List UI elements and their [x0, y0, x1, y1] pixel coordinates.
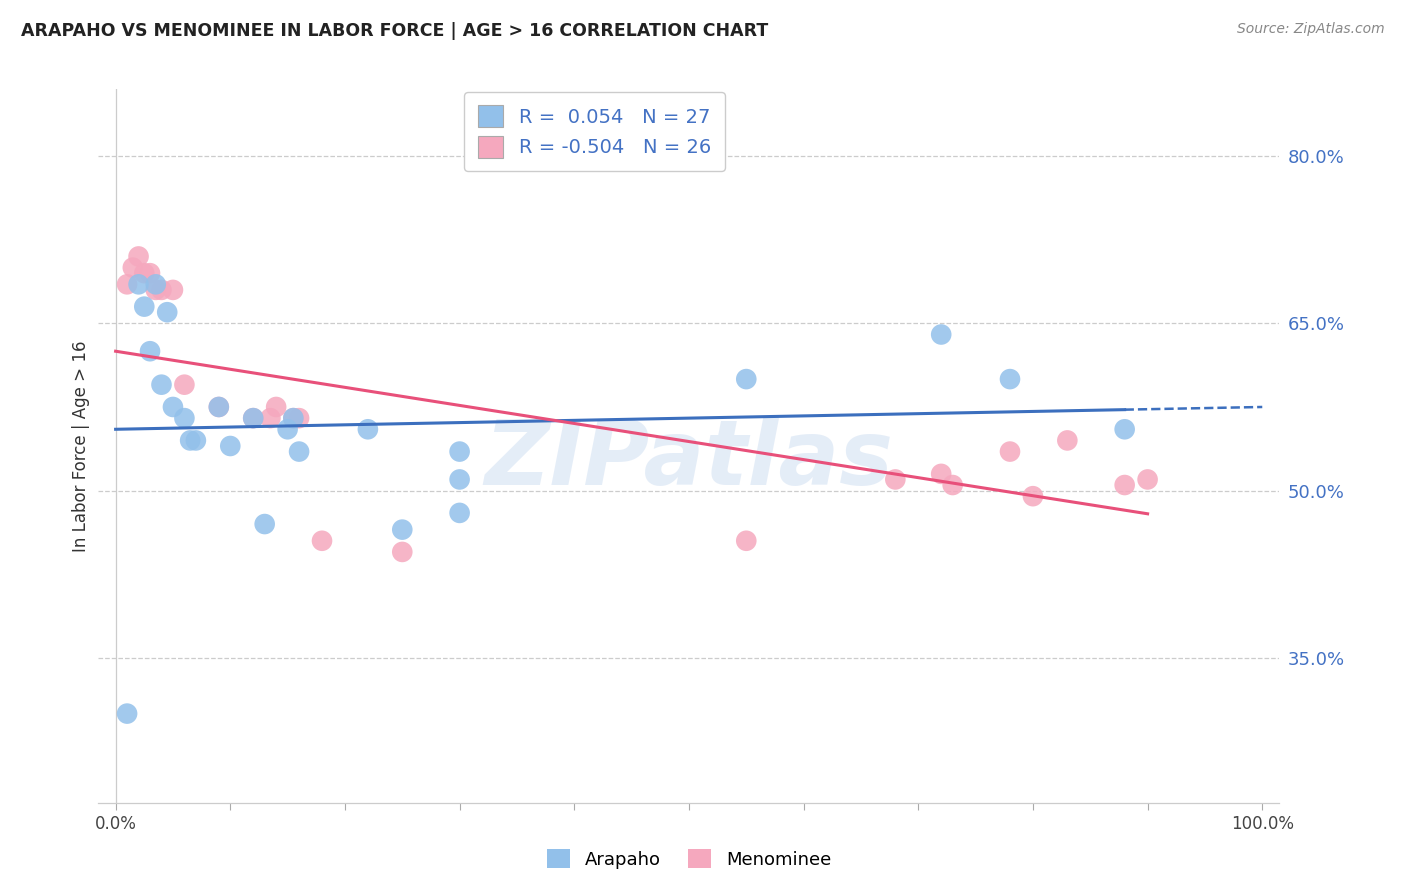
Point [242, 411, 264, 425]
Point [449, 444, 471, 458]
Y-axis label: In Labor Force | Age > 16: In Labor Force | Age > 16 [72, 340, 90, 552]
Point [145, 277, 167, 292]
Point [449, 506, 471, 520]
Point [391, 545, 413, 559]
Point [735, 372, 758, 386]
Point [115, 706, 138, 721]
Point [139, 266, 162, 280]
Point [357, 422, 380, 436]
Point [1114, 422, 1136, 436]
Point [134, 266, 156, 280]
Point [1136, 473, 1159, 487]
Point [128, 250, 150, 264]
Text: ZIPatlas: ZIPatlas [485, 417, 893, 504]
Point [150, 377, 173, 392]
Point [121, 260, 143, 275]
Point [998, 444, 1021, 458]
Text: ARAPAHO VS MENOMINEE IN LABOR FORCE | AGE > 16 CORRELATION CHART: ARAPAHO VS MENOMINEE IN LABOR FORCE | AG… [21, 22, 768, 40]
Point [219, 439, 242, 453]
Point [208, 400, 231, 414]
Point [288, 444, 311, 458]
Legend: Arapaho, Menominee: Arapaho, Menominee [540, 841, 838, 876]
Point [264, 400, 287, 414]
Point [449, 473, 471, 487]
Point [162, 400, 184, 414]
Point [128, 277, 150, 292]
Point [735, 533, 758, 548]
Point [311, 533, 333, 548]
Point [150, 283, 173, 297]
Point [998, 372, 1021, 386]
Point [259, 411, 281, 425]
Text: Source: ZipAtlas.com: Source: ZipAtlas.com [1237, 22, 1385, 37]
Point [929, 327, 952, 342]
Point [162, 283, 184, 297]
Point [139, 344, 162, 359]
Point [173, 411, 195, 425]
Point [288, 411, 311, 425]
Point [1114, 478, 1136, 492]
Point [134, 300, 156, 314]
Point [184, 434, 207, 448]
Point [156, 305, 179, 319]
Point [277, 422, 299, 436]
Point [115, 277, 138, 292]
Point [929, 467, 952, 481]
Point [884, 473, 907, 487]
Point [1022, 489, 1045, 503]
Point [253, 517, 276, 532]
Point [1056, 434, 1078, 448]
Point [208, 400, 231, 414]
Point [391, 523, 413, 537]
Point [242, 411, 264, 425]
Point [283, 411, 305, 425]
Point [173, 377, 195, 392]
Point [145, 283, 167, 297]
Point [179, 434, 201, 448]
Point [942, 478, 965, 492]
Point [283, 411, 305, 425]
